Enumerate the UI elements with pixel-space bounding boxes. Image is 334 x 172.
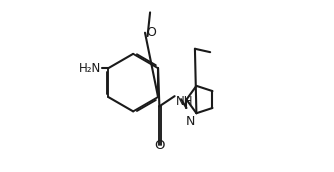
Text: N: N (186, 115, 195, 128)
Text: O: O (147, 26, 157, 39)
Text: H₂N: H₂N (79, 62, 101, 75)
Text: NH: NH (175, 95, 193, 108)
Text: O: O (154, 139, 165, 152)
